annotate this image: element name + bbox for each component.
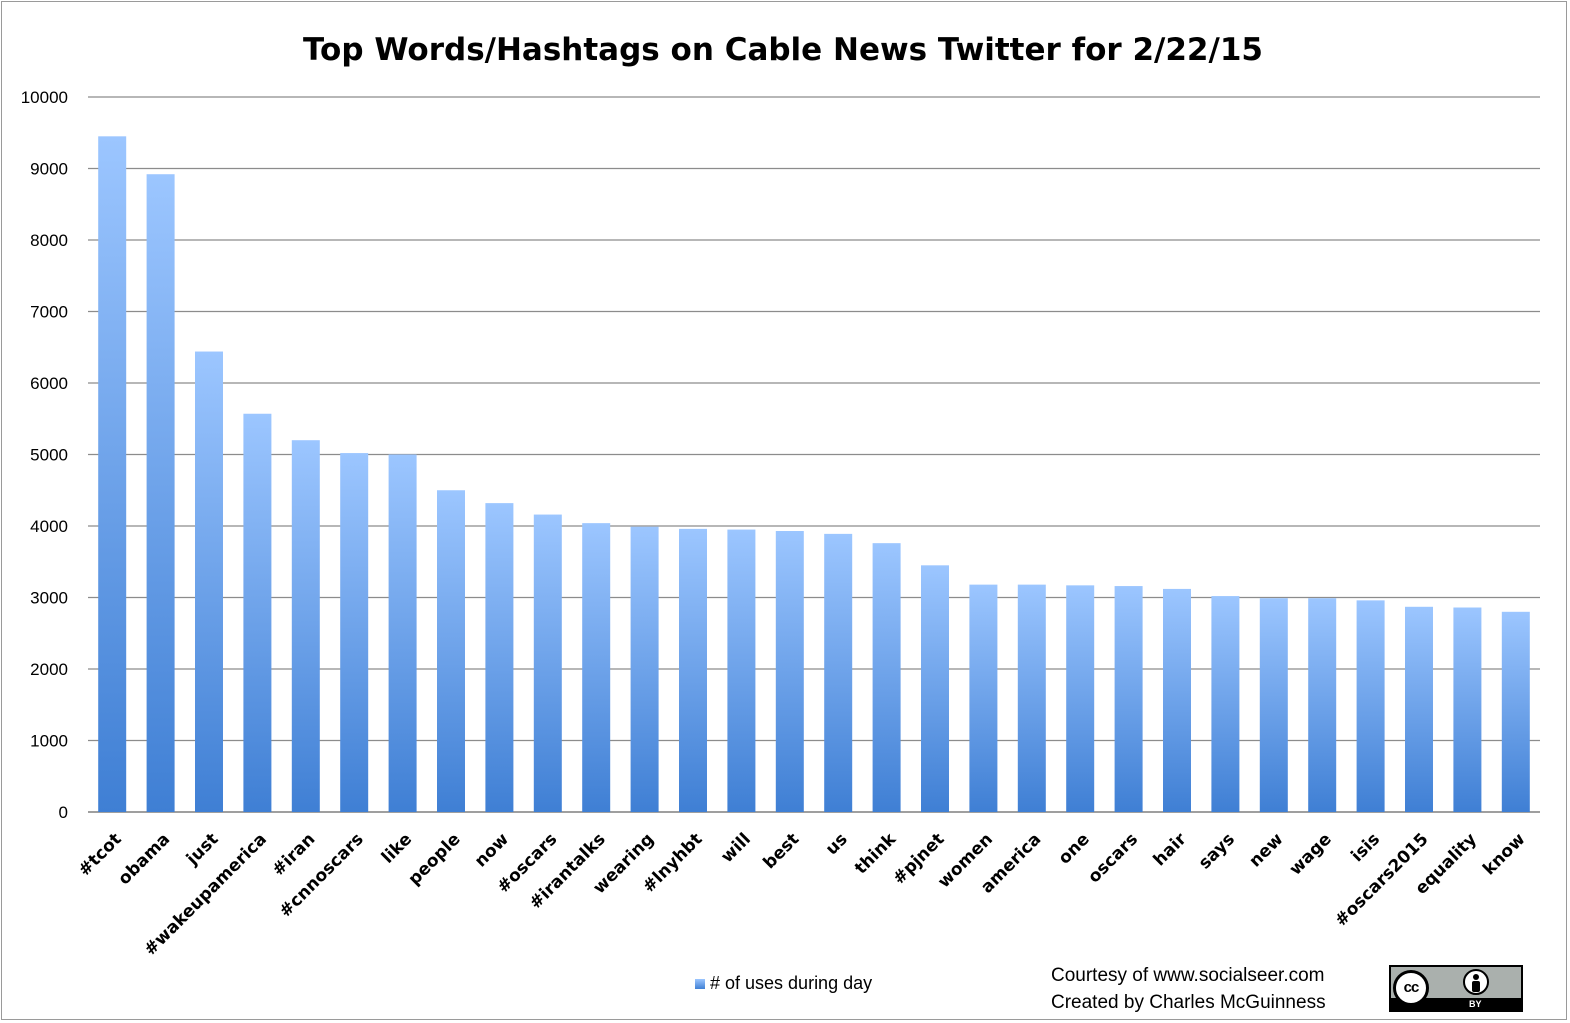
- bar: [340, 453, 369, 812]
- x-tick-label: #cnnoscars: [276, 829, 368, 921]
- bar: [1405, 606, 1433, 812]
- bar: [1017, 584, 1046, 812]
- by-person-icon: [1463, 969, 1489, 995]
- badge-band: [1391, 998, 1521, 1010]
- x-tick-label: will: [717, 829, 755, 867]
- bar: [1453, 607, 1482, 812]
- x-tick-label: obama: [114, 829, 174, 889]
- x-tick-label: oscars: [1084, 829, 1142, 887]
- y-tick-label: 6000: [30, 374, 68, 393]
- bar: [388, 454, 417, 812]
- bar: [824, 533, 853, 812]
- cc-icon: cc: [1393, 970, 1429, 1006]
- bar: [872, 543, 901, 812]
- x-tick-label: know: [1479, 829, 1529, 879]
- bar: [1066, 585, 1095, 812]
- x-tick-label: like: [378, 829, 416, 867]
- bar: [921, 565, 949, 812]
- bar: [146, 174, 175, 813]
- person-torso: [1472, 981, 1480, 992]
- x-tick-label: just: [182, 829, 222, 869]
- y-tick-label: 4000: [30, 517, 68, 536]
- bar: [98, 136, 127, 812]
- x-tick-label: us: [822, 829, 852, 859]
- x-tick-label: one: [1055, 829, 1094, 868]
- bar: [1259, 598, 1288, 812]
- chart-title: Top Words/Hashtags on Cable News Twitter…: [303, 32, 1263, 68]
- legend-label: # of uses during day: [710, 973, 873, 993]
- bar: [195, 351, 223, 812]
- y-tick-label: 9000: [30, 160, 68, 179]
- cc-license-badge: cc BY: [1389, 965, 1523, 1012]
- bars: [98, 136, 1530, 813]
- x-tick-label: says: [1195, 829, 1239, 873]
- y-tick-label: 1000: [30, 732, 68, 751]
- y-tick-label: 8000: [30, 231, 68, 250]
- bar: [1163, 588, 1191, 812]
- bar: [533, 514, 562, 812]
- legend: # of uses during day: [695, 973, 872, 994]
- courtesy-text: Courtesy of www.socialseer.com: [1051, 965, 1325, 986]
- gridlines: [88, 96, 1540, 813]
- bar: [775, 531, 804, 812]
- x-tick-label: best: [760, 829, 804, 873]
- bar: [1211, 596, 1240, 812]
- bar: [437, 490, 465, 812]
- bar: [1308, 598, 1337, 812]
- bar: [291, 440, 320, 812]
- bar: [243, 413, 272, 812]
- bar: [485, 503, 514, 812]
- y-tick-label: 5000: [30, 446, 68, 465]
- x-tick-label: now: [471, 829, 513, 871]
- bar: [1114, 586, 1143, 812]
- x-tick-label: hair: [1150, 829, 1191, 870]
- bar: [679, 528, 707, 812]
- y-tick-label: 0: [59, 803, 68, 822]
- bar: [582, 523, 611, 812]
- bar: [1501, 611, 1530, 812]
- bar: [1356, 600, 1385, 812]
- x-tick-label: wage: [1286, 829, 1336, 879]
- bar: [727, 529, 756, 812]
- by-text: BY: [1469, 999, 1482, 1009]
- x-tick-label: new: [1245, 829, 1287, 871]
- x-tick-label: isis: [1347, 829, 1384, 866]
- person-head: [1473, 974, 1479, 980]
- y-tick-label: 2000: [30, 660, 68, 679]
- created-by-text: Created by Charles McGuinness: [1051, 992, 1326, 1013]
- legend-swatch: [695, 978, 705, 989]
- y-tick-label: 10000: [21, 88, 68, 107]
- bar: [969, 584, 998, 812]
- x-tick-label: people: [404, 829, 464, 889]
- y-tick-label: 3000: [30, 589, 68, 608]
- credits: Courtesy of www.socialseer.com Created b…: [1051, 962, 1326, 1016]
- y-axis-ticks: 0 1000 2000 3000 4000 5000 6000 7000 8000 9000 100…: [21, 88, 68, 822]
- y-tick-label: 7000: [30, 303, 68, 322]
- bar: [630, 526, 659, 812]
